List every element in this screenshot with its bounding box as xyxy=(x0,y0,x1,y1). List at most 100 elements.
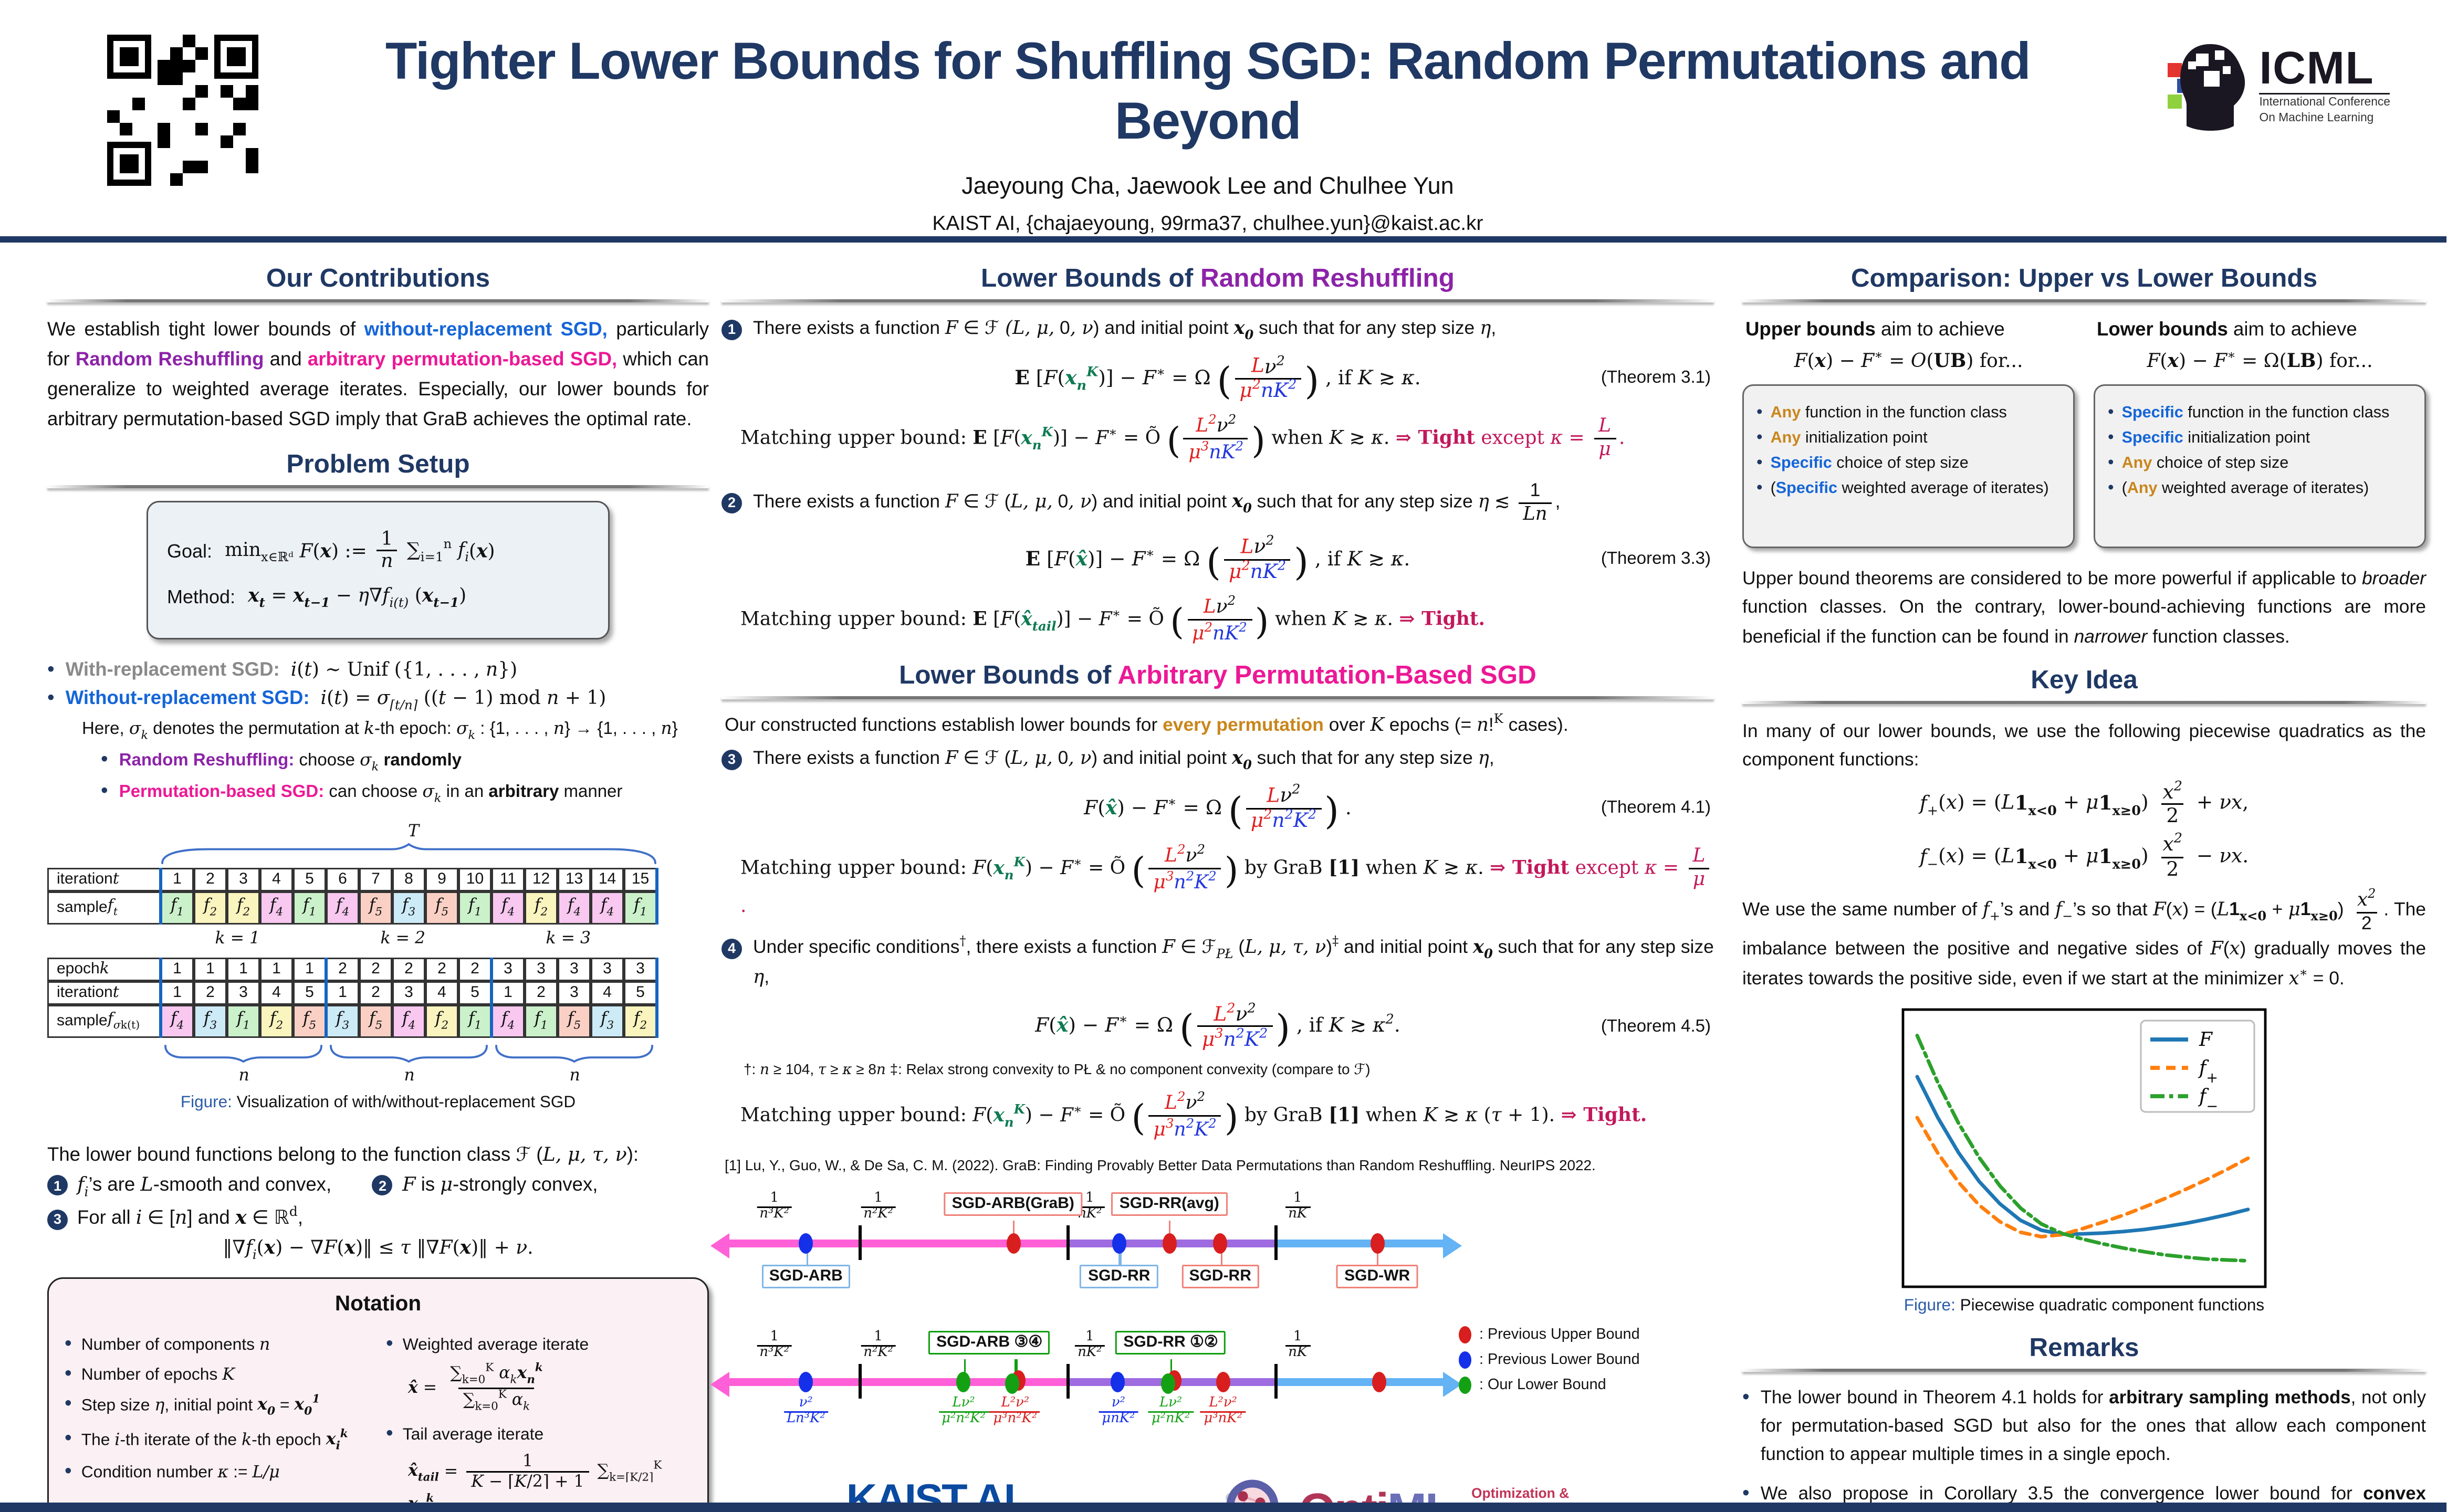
page-title: Tighter Lower Bounds for Shuffling SGD: … xyxy=(385,32,2031,150)
bullet-icon: • xyxy=(2108,454,2114,472)
bound-dot xyxy=(1216,1371,1230,1392)
circled-number-icon: 1 xyxy=(721,320,742,341)
comparison-item: • Specific function in the function class xyxy=(2108,404,2412,423)
notation-item: • Weighted average iterate xyxy=(386,1332,692,1354)
theorem-label: (Theorem 3.1) xyxy=(1601,369,1711,388)
circled-number-icon: 3 xyxy=(47,1209,68,1230)
table-row-label: epoch k xyxy=(47,957,161,981)
table-cell: 9 xyxy=(425,867,458,891)
comparison-grid: Upper bounds aim to achieve F(x) − F∗ = … xyxy=(1742,315,2426,548)
sample-value: f1 xyxy=(170,896,184,919)
lower-bounds-half: Lower bounds aim to achieve F(x) − F∗ = … xyxy=(2094,315,2426,548)
axis-fraction-label: 1 n²K² xyxy=(860,1329,896,1363)
table-cell: 7 xyxy=(359,867,392,891)
with-replacement-formula: i(t) ∼ Unif ({1, . . . , n}) xyxy=(290,657,518,680)
notation-right: • Weighted average iterate x̂ = ∑k=0K αkx… xyxy=(386,1325,692,1512)
icml-text: ICML International Conference On Machine… xyxy=(2259,46,2390,125)
method-label-box: SGD-ARB ③④ xyxy=(928,1330,1051,1354)
fclass-item-1: 1 fi’s are L-smooth and convex, xyxy=(47,1173,331,1199)
table-cell: f4 xyxy=(260,890,293,924)
weighted-average-formula: x̂ = ∑k=0K αkxnk ∑k=0K αk xyxy=(408,1360,543,1414)
bound-fraction-label: ν² μnK² xyxy=(1099,1395,1138,1429)
frac-num: 1 xyxy=(1293,1190,1302,1206)
frac-num: 1 xyxy=(1293,1328,1302,1345)
section-title-problem-setup: Problem Setup xyxy=(286,449,470,478)
bullet-icon: • xyxy=(2108,428,2114,447)
sample-value: f4 xyxy=(402,1010,416,1032)
sample-value: f2 xyxy=(435,1010,449,1032)
piecewise-quadratics-chart: Ff+f− xyxy=(1901,1008,2267,1288)
method-label-box: SGD-ARB(GraB) xyxy=(944,1191,1082,1215)
table-cell: 11 xyxy=(492,867,525,891)
lower-bounds-heading: Lower bounds aim to achieve xyxy=(2097,318,2357,340)
table-cell: 4 xyxy=(260,867,293,891)
fclass-condition-formula: ‖∇fi(x) − ∇F(x)‖ ≤ τ ‖∇F(x)‖ + ν. xyxy=(223,1235,534,1262)
table-cell: 14 xyxy=(591,867,624,891)
theorem-4-5-equation: F(x̂) − F∗ = Ω (L2ν2 μ3n2K2) , if K ≳ κ2.… xyxy=(721,1002,1714,1051)
frac-den: n³K² xyxy=(756,1346,792,1363)
table-cell: 3 xyxy=(558,980,591,1004)
contributions-text: We establish tight lower bounds of witho… xyxy=(47,318,709,430)
sample-value: f1 xyxy=(236,1010,250,1032)
table-cell: 1 xyxy=(161,957,194,981)
arb-intro: Our constructed functions establish lowe… xyxy=(725,711,1568,736)
sample-value: f5 xyxy=(567,1010,581,1032)
axis-tick xyxy=(1066,1363,1070,1398)
function-class-row: 1 fi’s are L-smooth and convex, 2 F is μ… xyxy=(47,1173,709,1199)
notation-title: Notation xyxy=(334,1291,422,1315)
bullet-icon: • xyxy=(1756,428,1763,447)
poster-header: Tighter Lower Bounds for Shuffling SGD: … xyxy=(0,0,2447,236)
lower-bounds-box: • Specific function in the function class… xyxy=(2094,384,2426,548)
table-cell: f2 xyxy=(227,890,260,924)
table-cell: f1 xyxy=(525,1004,558,1037)
remark-1-text: The lower bound in Theorem 4.1 holds for… xyxy=(1760,1387,2426,1465)
sample-value: f2 xyxy=(534,896,548,919)
footnotes: †: n ≥ 104, τ ≥ κ ≥ 8n ‡: Relax strong c… xyxy=(744,1061,1371,1079)
theorem-4-1-equation: F(x̂) − F∗ = Ω (Lν2 μ2n2K2) . (Theorem 4.… xyxy=(721,783,1714,832)
table-cell: 1 xyxy=(227,957,260,981)
table-cell: 3 xyxy=(227,867,260,891)
method-formula: xt = xt−1 − η∇fi(t) (xt−1) xyxy=(248,584,467,611)
table-cell: 13 xyxy=(558,867,591,891)
table-cell: 1 xyxy=(161,867,194,891)
circled-number-icon: 2 xyxy=(721,494,742,514)
bullet-icon: • xyxy=(65,1425,72,1450)
frac-den: nK xyxy=(1285,1346,1311,1363)
header-divider xyxy=(0,236,2447,243)
reference: [1] Lu, Y., Guo, W., & De Sa, C. M. (202… xyxy=(725,1157,1596,1173)
random-reshuffling-text: Random Reshuffling: choose σk randomly xyxy=(119,750,462,774)
bound-dot xyxy=(956,1371,971,1392)
sample-value: f4 xyxy=(501,896,515,919)
theorem-item-1: 1 There exists a function F ∈ ℱ (L, μ, 0… xyxy=(721,315,1714,344)
upper-bounds-heading: Upper bounds aim to achieve xyxy=(1745,318,2005,340)
frac-num: Lν² xyxy=(952,1394,975,1411)
n-label: n xyxy=(238,1065,249,1085)
bullet-icon: • xyxy=(386,1420,393,1444)
sample-value: f5 xyxy=(302,1010,317,1032)
method-label-box: SGD-WR xyxy=(1336,1264,1418,1288)
table-cell: f5 xyxy=(293,1004,326,1037)
k-label: k = 1 xyxy=(215,928,260,948)
table-cell: f4 xyxy=(161,1004,194,1037)
theorem-item-4-text: Under specific conditions†, there exists… xyxy=(753,933,1714,988)
frac-num: 1 xyxy=(770,1190,779,1206)
sample-value: f1 xyxy=(468,1010,482,1032)
legend-dot-icon xyxy=(1459,1376,1471,1393)
frac-num: ν² xyxy=(799,1394,813,1411)
sample-value: f4 xyxy=(336,896,350,919)
without-replacement-formula: i(t) = σ⌈t/n⌉ ((t − 1) mod n + 1) xyxy=(320,686,606,712)
equation: E [F(xnK)] − F∗ = Ω (Lν2 μ2nK2) , if K ≳ … xyxy=(1015,353,1421,403)
notation-text: Weighted average iterate xyxy=(402,1335,589,1354)
section-rule xyxy=(721,696,1714,699)
n-label: n xyxy=(569,1065,580,1085)
pointer-line xyxy=(1170,1358,1173,1381)
sample-value: f4 xyxy=(269,896,284,919)
notation-text: Step size η, initial point x0 = x01 xyxy=(81,1392,320,1419)
bullet-icon: • xyxy=(65,1330,72,1354)
notation-text: Number of components n xyxy=(81,1335,270,1354)
frac-num: 1 xyxy=(770,1328,779,1345)
method-label-box: SGD-RR(avg) xyxy=(1111,1191,1227,1215)
table-cell: 15 xyxy=(624,867,657,891)
